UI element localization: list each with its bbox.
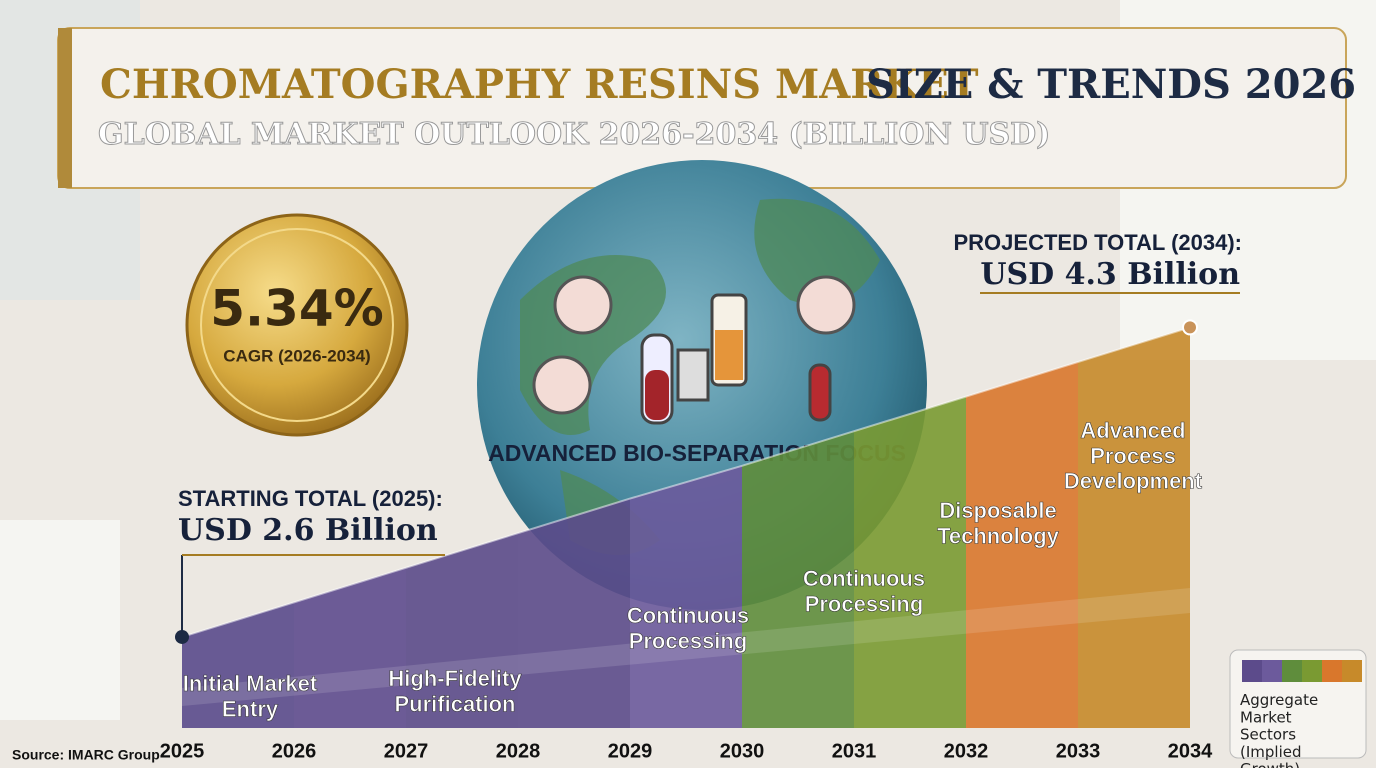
cagr-value: 5.34% (210, 280, 383, 338)
area-chart: 2025 2026 2027 2028 2029 2030 2031 2032 2033 2034… (160, 230, 1242, 762)
start-label: STARTING TOTAL (2025): (178, 486, 443, 511)
title-accent (58, 28, 72, 188)
x-tick-label: 2026 (272, 740, 317, 762)
start-value-label: USD 2.6 Billion (178, 513, 438, 548)
x-tick-label: 2027 (384, 740, 429, 762)
x-tick-label: 2034 (1168, 740, 1213, 762)
legend-swatches (1242, 660, 1362, 682)
x-tick-label: 2030 (720, 740, 765, 762)
area-top-line (181, 326, 1191, 638)
cagr-medal-ring (200, 228, 394, 422)
cagr-medal (185, 213, 409, 437)
area-band (630, 465, 742, 728)
x-tick-label: 2029 (608, 740, 653, 762)
lab-icons (532, 275, 856, 425)
title-main: CHROMATOGRAPHY RESINS MARKET (100, 61, 979, 108)
area-band (294, 567, 406, 728)
source: Source: IMARC Group (12, 747, 160, 763)
area-stripe (182, 588, 1190, 706)
sector-label: Continuous Processing (627, 603, 749, 653)
legend-swatch (1262, 660, 1282, 682)
x-tick-label: 2025 (160, 740, 205, 762)
legend-swatch (1342, 660, 1362, 682)
area-band (854, 396, 966, 728)
x-tick-label: 2032 (944, 740, 989, 762)
x-tick-label: 2028 (496, 740, 541, 762)
x-tick-label: 2031 (832, 740, 877, 762)
globe-land (520, 198, 880, 555)
start-point (175, 629, 189, 644)
sector-label: Advanced Process Development (1064, 418, 1203, 494)
end-label: PROJECTED TOTAL (2034): (953, 230, 1242, 255)
area-band (182, 602, 294, 728)
legend-swatch (1242, 660, 1262, 682)
sector-label: Continuous Processing (803, 566, 925, 616)
notepad-decor (0, 520, 120, 720)
area-band (742, 431, 854, 728)
x-tick-label: 2033 (1056, 740, 1101, 762)
end-point (1182, 319, 1198, 336)
legend-swatch (1302, 660, 1322, 682)
subtitle: GLOBAL MARKET OUTLOOK 2026-2034 (BILLION… (98, 117, 1050, 152)
cagr-label: CAGR (2026-2034) (223, 346, 370, 365)
legend-swatch (1322, 660, 1342, 682)
area-band (1078, 327, 1190, 728)
sector-label: Initial Market Entry (183, 671, 318, 721)
area-band (406, 533, 518, 728)
title-rest: SIZE & TRENDS 2026 (866, 61, 1356, 108)
sector-label: Disposable Technology (937, 498, 1060, 548)
legend-swatch (1282, 660, 1302, 682)
area-band (966, 362, 1078, 728)
end-value-label: USD 4.3 Billion (980, 257, 1240, 292)
sector-label: High-Fidelity Purification (388, 666, 522, 716)
area-band (518, 498, 630, 728)
